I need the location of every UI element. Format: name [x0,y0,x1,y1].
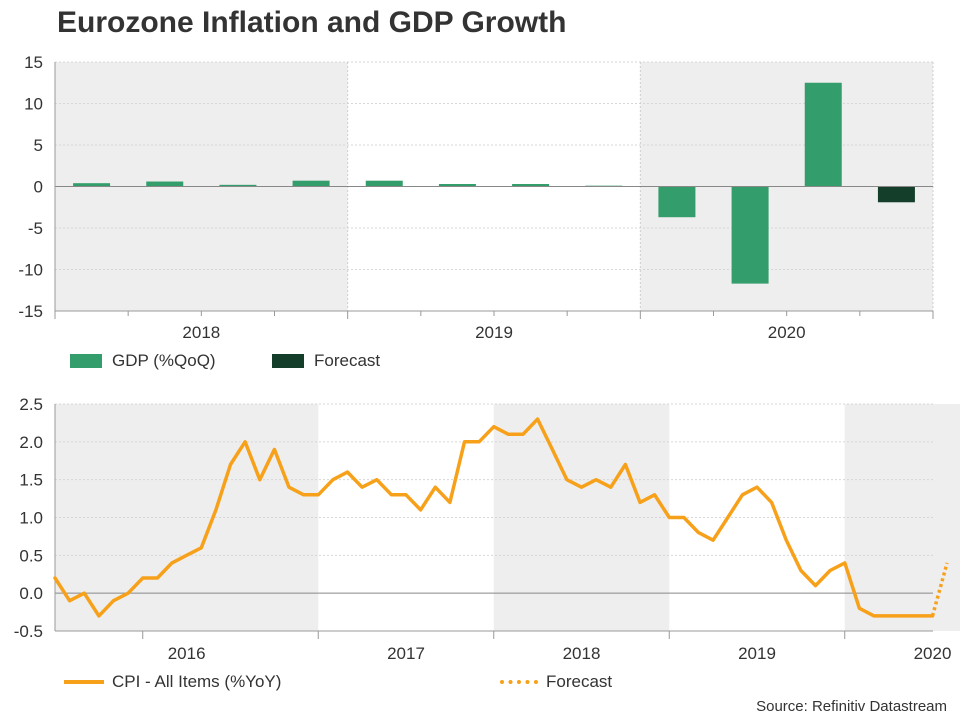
gdp-y-tick-label: -15 [18,302,43,321]
gdp-bar [219,184,257,187]
cpi-x-tick-label: 2018 [563,644,601,663]
cpi-x-tick-label: 2019 [738,644,776,663]
legend-cpi-forecast[interactable]: Forecast [500,671,612,693]
gdp-x-tick-label: 2018 [182,323,220,342]
cpi-y-tick-label: 2.0 [19,433,43,452]
legend-cpi[interactable]: CPI - All Items (%YoY) [64,671,281,693]
legend-gdp-swatch [70,354,102,368]
gdp-y-tick-label: 0 [34,178,43,197]
gdp-y-tick-label: -10 [18,261,43,280]
gdp-x-tick-label: 2020 [768,323,806,342]
cpi-y-tick-label: 1.0 [19,509,43,528]
gdp-bar [292,180,330,187]
gdp-bar [512,184,550,187]
cpi-y-tick-label: 2.5 [19,395,43,414]
gdp-bar [658,186,696,218]
gdp-x-tick-label: 2019 [475,323,513,342]
legend-gdp-forecast[interactable]: Forecast [272,350,380,372]
page-title: Eurozone Inflation and GDP Growth [57,6,567,39]
gdp-y-tick-label: 15 [24,53,43,72]
cpi-line [53,417,935,618]
gdp-y-tick-label: 10 [24,95,43,114]
source-note: Source: Refinitiv Datastream [756,698,947,715]
gdp-chart: 15 10 5 0 -5 -10 -15 2018 2019 2020 [18,53,934,342]
legend-gdp-label: GDP (%QoQ) [112,351,216,370]
legend-cpi-forecast-label: Forecast [546,672,613,691]
gdp-y-tick-label: -5 [28,219,43,238]
gdp-bar [731,186,769,284]
gdp-bar [438,184,476,187]
cpi-shade-band-3 [844,404,960,631]
cpi-chart: 2.5 2.0 1.5 1.0 0.5 0.0 -0.5 2016 2017 2018 2019 20… [14,395,960,663]
legend-gdp-forecast-label: Forecast [314,351,381,370]
gdp-bar [146,181,184,187]
cpi-y-tick-label: -0.5 [14,622,43,641]
gdp-y-tick-label: 5 [34,136,43,155]
cpi-x-tick-label: 2016 [168,644,206,663]
cpi-x-tick-label: 2020 [914,644,952,663]
gdp-bar [73,183,111,187]
gdp-forecast-bar [877,186,915,203]
legend-gdp-forecast-swatch [272,354,304,368]
cpi-y-tick-label: 0.5 [19,546,43,565]
cpi-x-tick-label: 2017 [387,644,425,663]
cpi-y-tick-label: 1.5 [19,471,43,490]
legend-cpi-forecast-dots [500,680,538,684]
cpi-shade-band-1 [55,404,319,631]
cpi-y-tick-label: 0.0 [19,584,43,603]
gdp-bar [804,82,842,187]
legend-cpi-line [64,680,104,684]
legend-gdp[interactable]: GDP (%QoQ) [70,350,216,372]
legend-cpi-label: CPI - All Items (%YoY) [112,672,282,691]
gdp-bar [365,180,403,187]
